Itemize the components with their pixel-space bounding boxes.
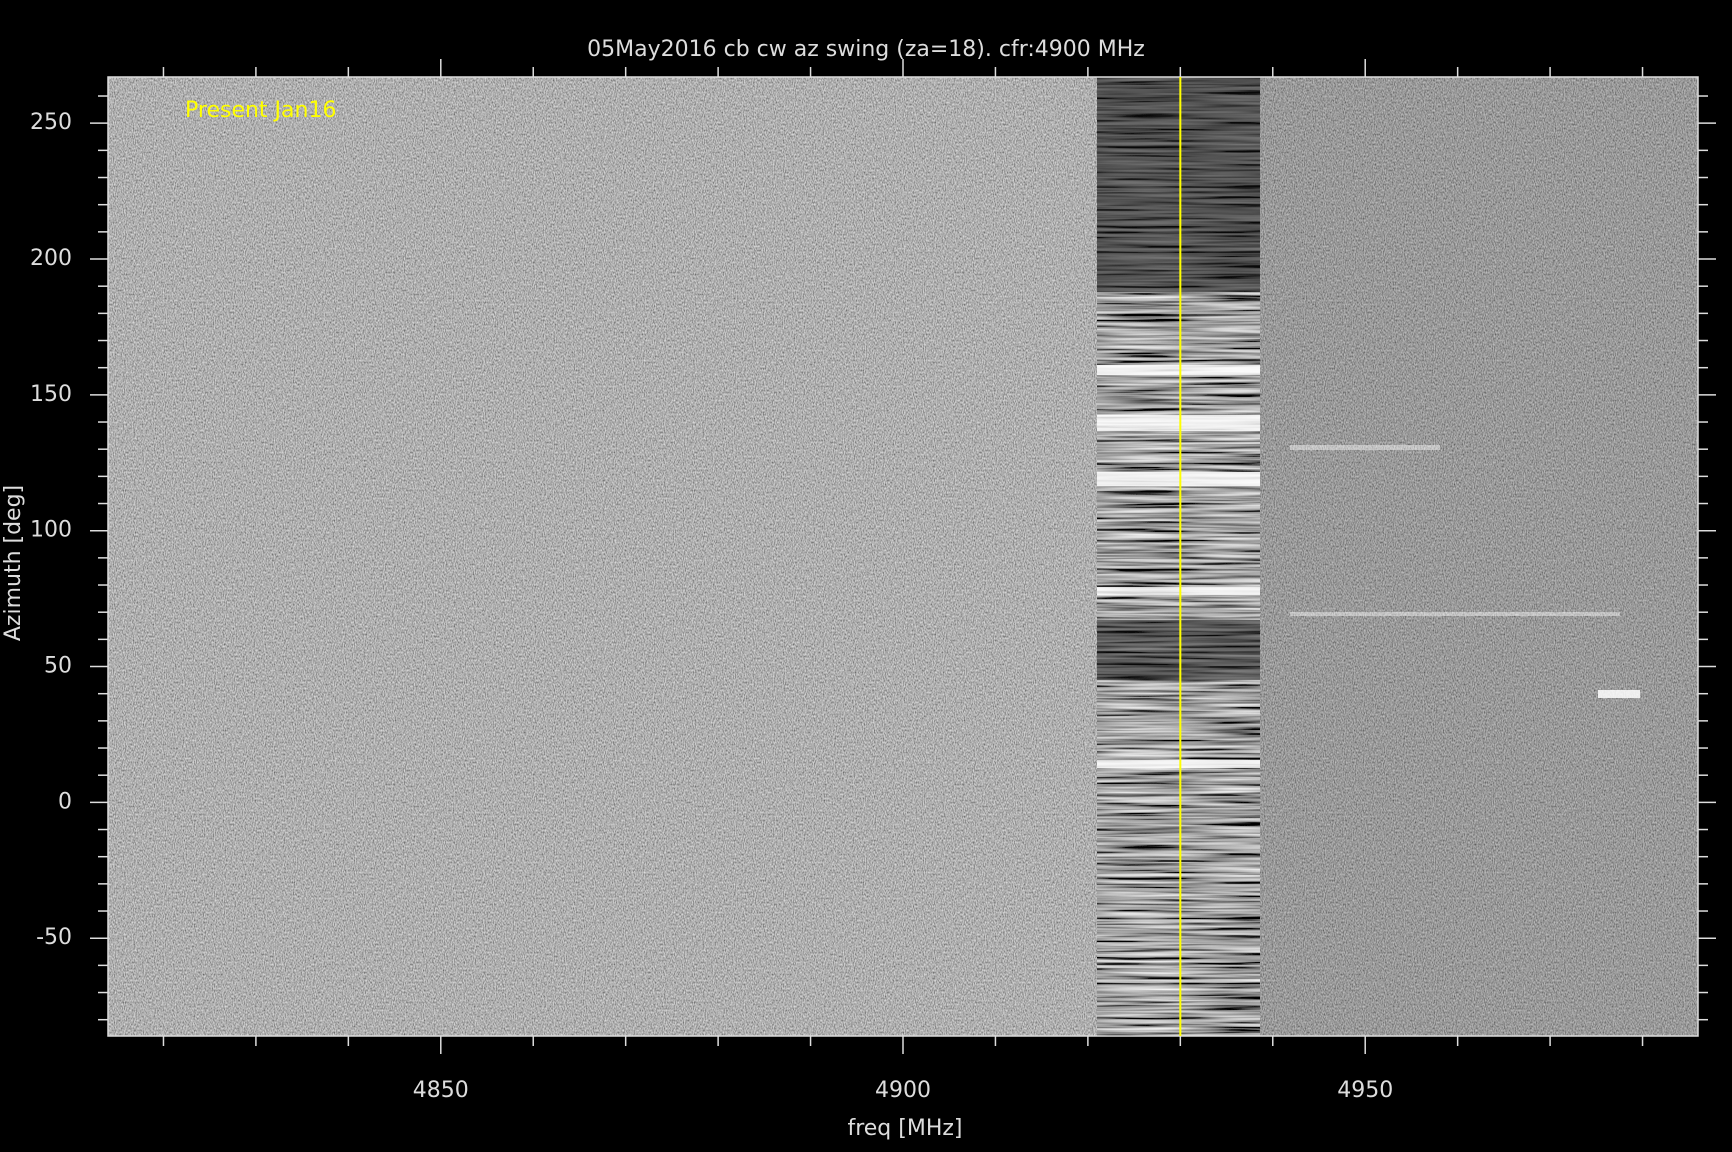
image-region: [1260, 77, 1698, 1036]
x-axis-label: freq [MHz]: [847, 1116, 962, 1141]
y-axis-label: Azimuth [deg]: [1, 485, 26, 641]
rfi-band-dark: [1097, 77, 1260, 292]
rfi-band-dark: [1097, 620, 1260, 680]
y-tick-label: 150: [30, 382, 72, 407]
y-tick-label: 200: [30, 246, 72, 271]
y-tick-label: -50: [36, 925, 72, 950]
x-tick-label: 4900: [875, 1078, 931, 1103]
y-tick-label: 50: [44, 654, 72, 679]
annotation: Present Jan16: [185, 98, 336, 123]
y-tick-label: 0: [58, 789, 72, 814]
x-tick-label: 4950: [1337, 1078, 1393, 1103]
x-tick-label: 4850: [413, 1078, 469, 1103]
rfi-stripes: [1097, 365, 1640, 768]
chart-title: 05May2016 cb cw az swing (za=18). cfr:49…: [587, 37, 1145, 62]
spectrogram-image: [108, 77, 1698, 1036]
y-tick-label: 250: [30, 110, 72, 135]
y-tick-label: 100: [30, 518, 72, 543]
